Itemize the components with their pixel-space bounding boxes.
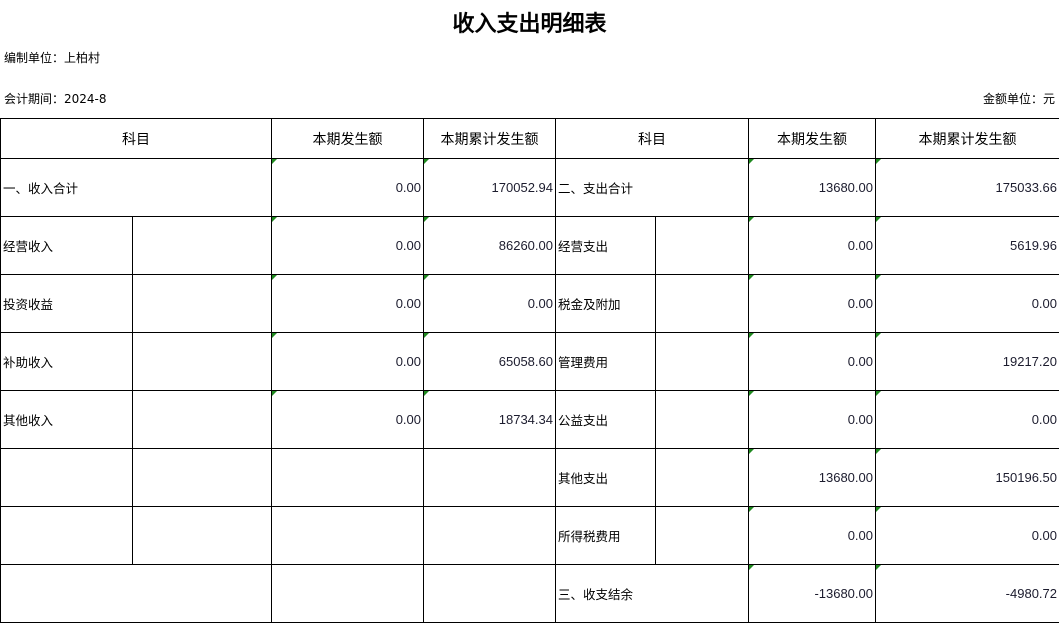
- right-current-amount[interactable]: 0.00: [748, 506, 876, 565]
- right-current-amount[interactable]: 0.00: [748, 390, 876, 449]
- right-cumulative-amount[interactable]: 175033.66: [875, 158, 1059, 217]
- left-subject-detail[interactable]: [132, 332, 272, 391]
- left-subject-detail[interactable]: [132, 274, 272, 333]
- left-subject[interactable]: 一、收入合计: [0, 158, 272, 217]
- left-subject[interactable]: 补助收入: [0, 332, 133, 391]
- right-current-amount[interactable]: 0.00: [748, 332, 876, 391]
- unit-label: 编制单位：上柏村: [4, 51, 101, 65]
- left-current-amount[interactable]: 0.00: [271, 390, 424, 449]
- right-current-amount[interactable]: 13680.00: [748, 448, 876, 507]
- left-subject[interactable]: 投资收益: [0, 274, 133, 333]
- right-current-amount[interactable]: 0.00: [748, 216, 876, 275]
- left-cumulative-amount[interactable]: [423, 506, 556, 565]
- right-cumulative-amount[interactable]: 5619.96: [875, 216, 1059, 275]
- left-current-amount[interactable]: [271, 564, 424, 623]
- header-cumulative-left: 本期累计发生额: [423, 118, 556, 159]
- header-current-right: 本期发生额: [748, 118, 876, 159]
- header-current-left: 本期发生额: [271, 118, 424, 159]
- header-subject-right: 科目: [555, 118, 749, 159]
- currency-label: 金额单位：元: [982, 92, 1055, 106]
- left-cumulative-amount[interactable]: 170052.94: [423, 158, 556, 217]
- right-subject[interactable]: 税金及附加: [555, 274, 656, 333]
- table-row: 补助收入 0.00 65058.60 管理费用 0.00 19217.20: [0, 332, 1059, 391]
- left-current-amount[interactable]: 0.00: [271, 332, 424, 391]
- right-cumulative-amount[interactable]: 19217.20: [875, 332, 1059, 391]
- table-row: 经营收入 0.00 86260.00 经营支出 0.00 5619.96: [0, 216, 1059, 275]
- table-row: 所得税费用 0.00 0.00: [0, 506, 1059, 565]
- right-current-amount[interactable]: 0.00: [748, 274, 876, 333]
- right-current-amount[interactable]: -13680.00: [748, 564, 876, 623]
- right-cumulative-amount[interactable]: 150196.50: [875, 448, 1059, 507]
- right-subject[interactable]: 二、支出合计: [555, 158, 749, 217]
- report-title: 收入支出明细表: [452, 12, 607, 37]
- right-subject[interactable]: 三、收支结余: [555, 564, 749, 623]
- left-cumulative-amount[interactable]: [423, 448, 556, 507]
- left-cumulative-amount[interactable]: 86260.00: [423, 216, 556, 275]
- left-cumulative-amount[interactable]: 65058.60: [423, 332, 556, 391]
- left-subject[interactable]: [0, 564, 272, 623]
- right-subject-detail[interactable]: [655, 390, 749, 449]
- right-subject[interactable]: 经营支出: [555, 216, 656, 275]
- right-subject[interactable]: 所得税费用: [555, 506, 656, 565]
- left-cumulative-amount[interactable]: 0.00: [423, 274, 556, 333]
- income-expense-table: 科目 本期发生额 本期累计发生额 科目 本期发生额 本期累计发生额 一、收入合计…: [0, 118, 1059, 623]
- left-current-amount[interactable]: 0.00: [271, 158, 424, 217]
- table-row: 三、收支结余 -13680.00 -4980.72: [0, 564, 1059, 623]
- right-cumulative-amount[interactable]: 0.00: [875, 506, 1059, 565]
- right-subject-detail[interactable]: [655, 274, 749, 333]
- right-subject-detail[interactable]: [655, 506, 749, 565]
- right-subject[interactable]: 管理费用: [555, 332, 656, 391]
- right-current-amount[interactable]: 13680.00: [748, 158, 876, 217]
- left-subject[interactable]: 其他收入: [0, 390, 133, 449]
- right-subject-detail[interactable]: [655, 448, 749, 507]
- right-subject-detail[interactable]: [655, 332, 749, 391]
- header-subject-left: 科目: [0, 118, 272, 159]
- period-label: 会计期间：2024-8: [4, 92, 107, 106]
- left-current-amount[interactable]: [271, 506, 424, 565]
- header-row: 科目 本期发生额 本期累计发生额 科目 本期发生额 本期累计发生额: [0, 118, 1059, 159]
- left-current-amount[interactable]: 0.00: [271, 274, 424, 333]
- right-subject-detail[interactable]: [655, 216, 749, 275]
- right-cumulative-amount[interactable]: 0.00: [875, 274, 1059, 333]
- left-subject-detail[interactable]: [132, 216, 272, 275]
- left-cumulative-amount[interactable]: 18734.34: [423, 390, 556, 449]
- left-subject-detail[interactable]: [132, 390, 272, 449]
- left-cumulative-amount[interactable]: [423, 564, 556, 623]
- left-subject[interactable]: 经营收入: [0, 216, 133, 275]
- table-row: 一、收入合计 0.00 170052.94 二、支出合计 13680.00 175033.…: [0, 158, 1059, 217]
- left-subject-detail[interactable]: [132, 448, 272, 507]
- table-row: 其他支出 13680.00 150196.50: [0, 448, 1059, 507]
- left-subject[interactable]: [0, 506, 133, 565]
- left-subject-detail[interactable]: [132, 506, 272, 565]
- table-row: 其他收入 0.00 18734.34 公益支出 0.00 0.00: [0, 390, 1059, 449]
- table-row: 投资收益 0.00 0.00 税金及附加 0.00 0.00: [0, 274, 1059, 333]
- left-current-amount[interactable]: 0.00: [271, 216, 424, 275]
- header-cumulative-right: 本期累计发生额: [875, 118, 1059, 159]
- right-subject[interactable]: 公益支出: [555, 390, 656, 449]
- right-cumulative-amount[interactable]: 0.00: [875, 390, 1059, 449]
- left-current-amount[interactable]: [271, 448, 424, 507]
- right-subject[interactable]: 其他支出: [555, 448, 656, 507]
- left-subject[interactable]: [0, 448, 133, 507]
- right-cumulative-amount[interactable]: -4980.72: [875, 564, 1059, 623]
